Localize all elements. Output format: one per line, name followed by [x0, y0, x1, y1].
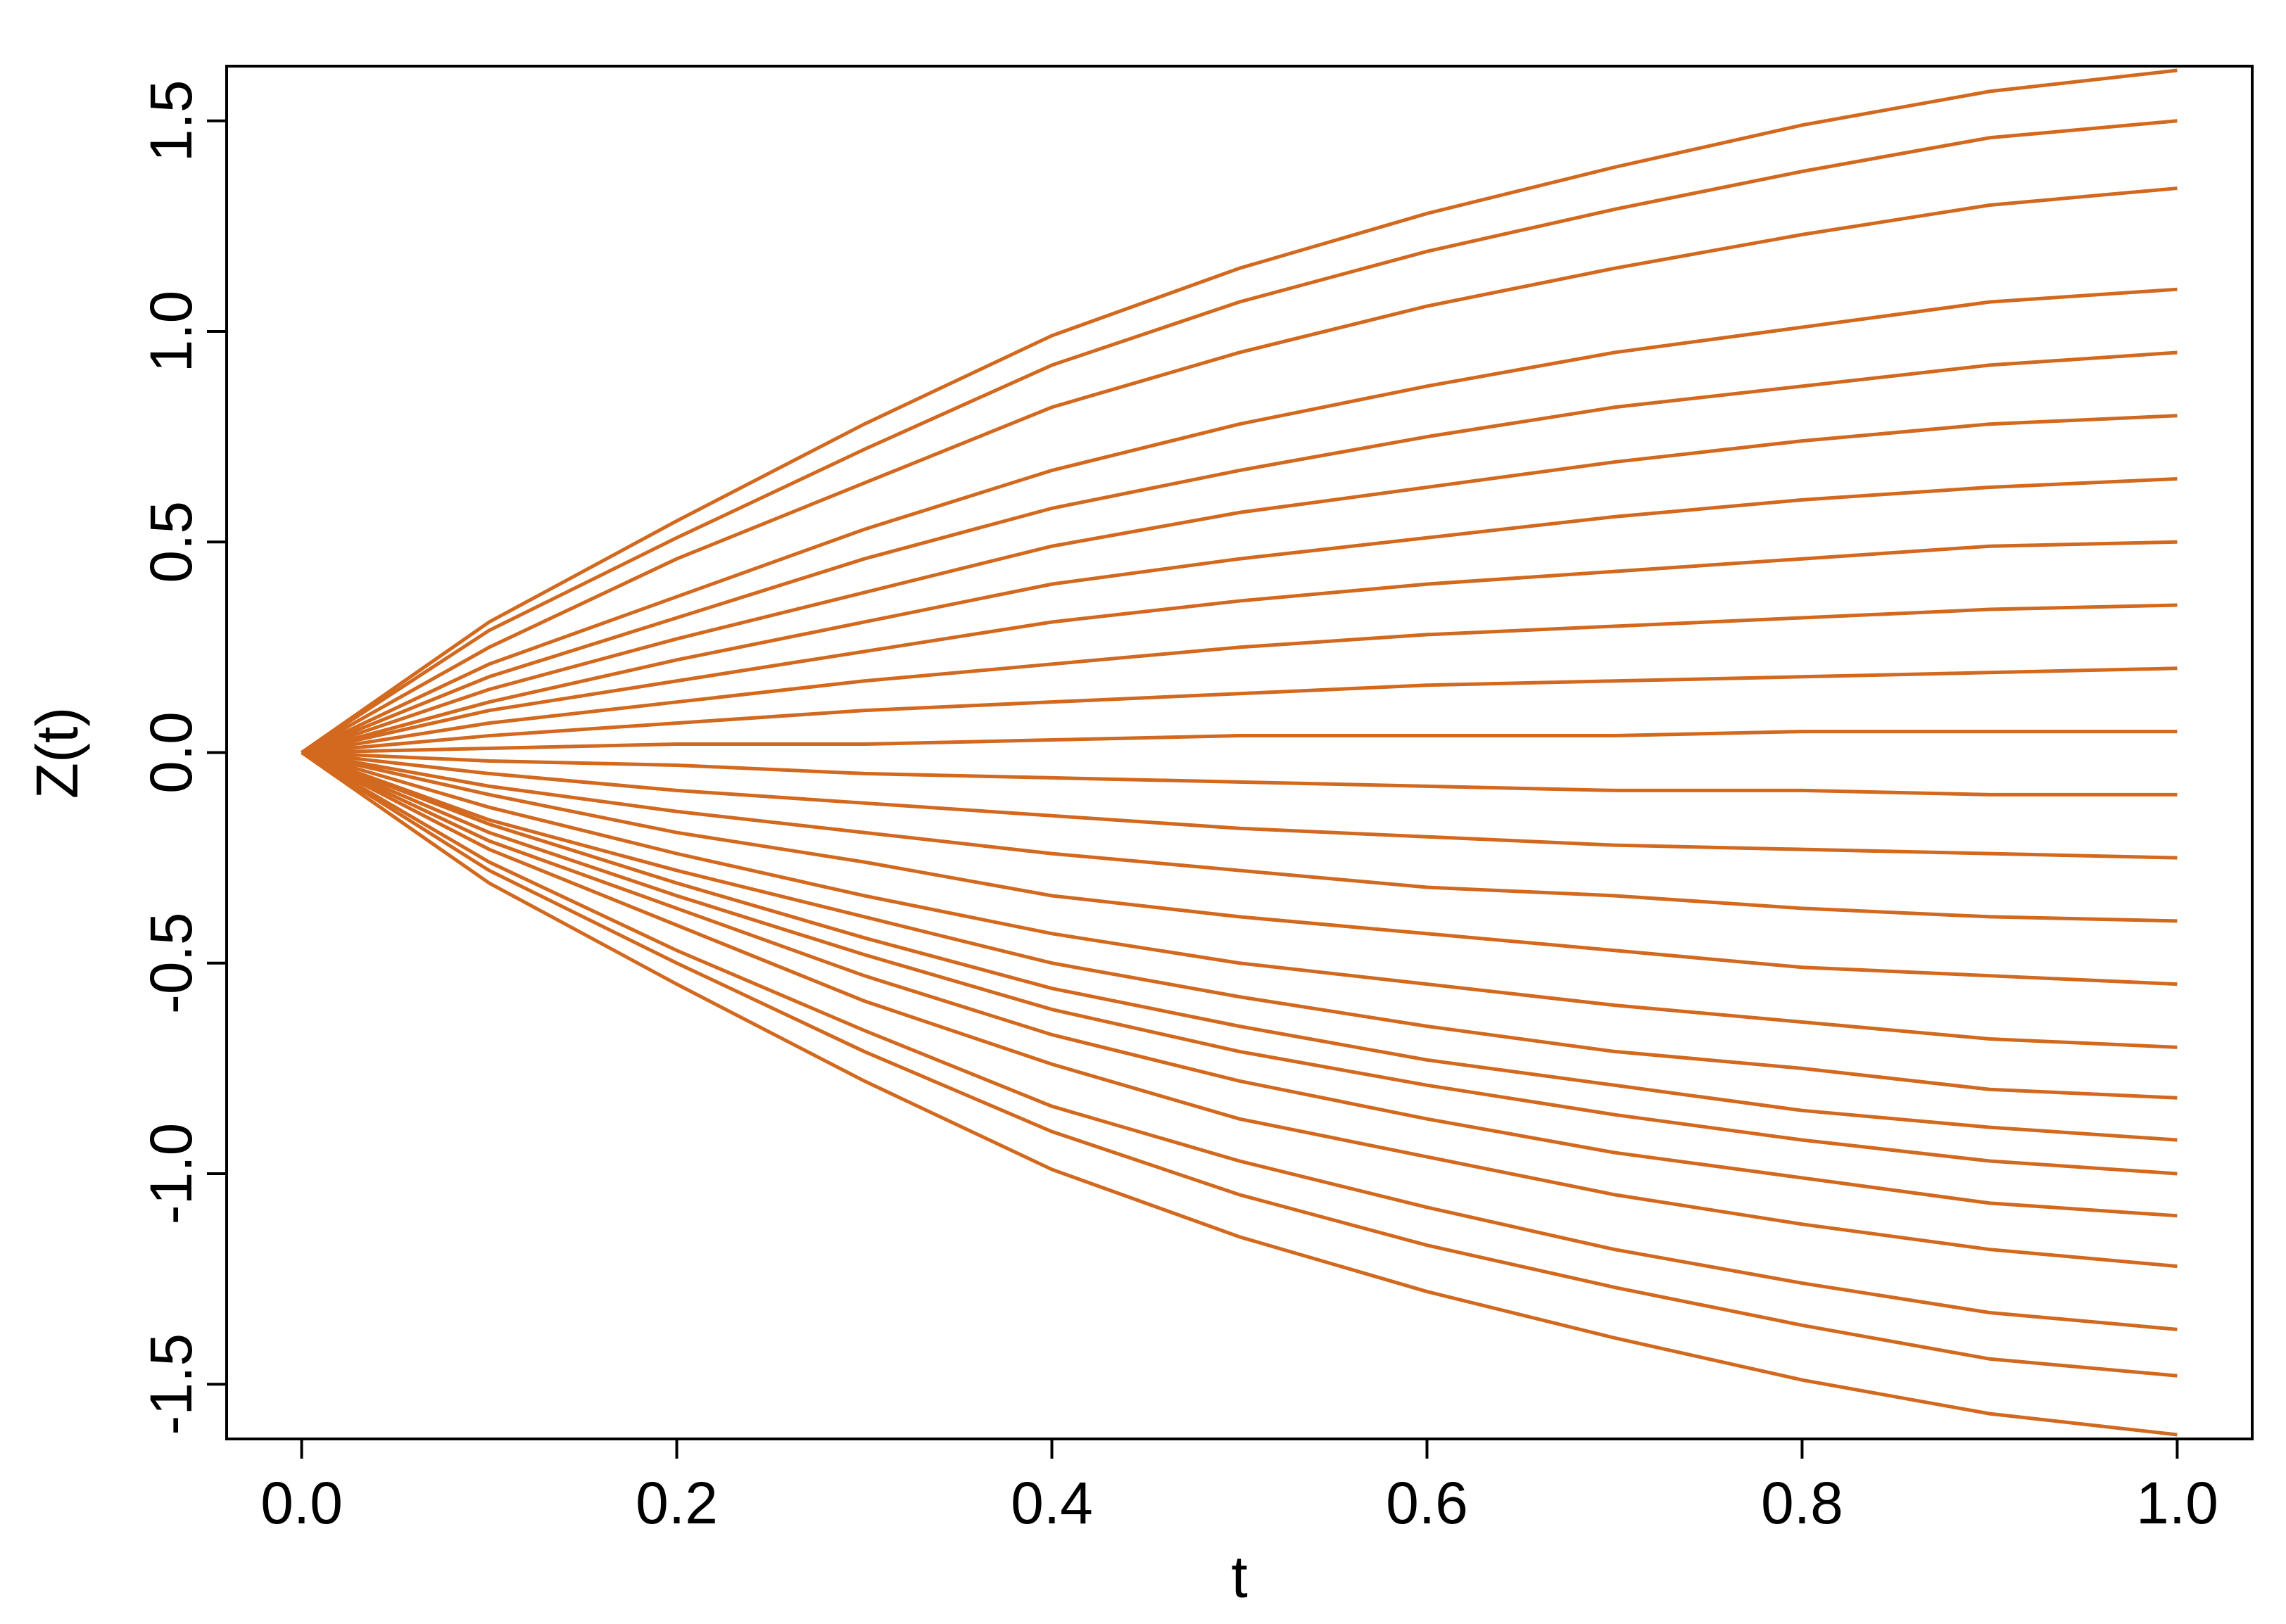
path-line	[301, 751, 2178, 1049]
path-line	[301, 287, 2178, 754]
path-line	[301, 751, 2178, 1176]
path-line	[301, 751, 2178, 923]
path-line	[301, 751, 2178, 797]
path-line	[301, 68, 2178, 754]
x-tick-label: 0.6	[1386, 1470, 1468, 1536]
plot-frame	[225, 65, 2254, 1440]
y-tick-label: -1.0	[138, 1123, 204, 1225]
path-line	[301, 186, 2178, 754]
y-tick-label: 1.0	[138, 291, 204, 373]
path-line	[301, 666, 2178, 754]
path-line	[301, 751, 2178, 1378]
x-axis-label: t	[1231, 1544, 1247, 1610]
x-tick-label: 0.0	[260, 1470, 343, 1536]
path-line	[301, 119, 2178, 754]
path-line	[301, 540, 2178, 754]
path-line	[301, 751, 2178, 1218]
x-tick-label: 0.8	[1761, 1470, 1843, 1536]
path-line	[301, 751, 2178, 1269]
x-tick-label: 0.4	[1011, 1470, 1093, 1536]
path-line	[301, 730, 2178, 754]
path-line	[301, 350, 2178, 754]
y-tick-label: -1.5	[138, 1333, 204, 1435]
y-tick-label: 0.5	[138, 501, 204, 583]
y-tick-label: 0.0	[138, 711, 204, 794]
path-line	[301, 414, 2178, 754]
path-line	[301, 603, 2178, 754]
path-line	[301, 751, 2178, 1437]
y-tick-label: 1.5	[138, 80, 204, 162]
y-axis-label: Z(t)	[24, 707, 90, 799]
x-tick-label: 0.2	[636, 1470, 718, 1536]
y-tick-label: -0.5	[138, 912, 204, 1014]
path-line	[301, 751, 2178, 1331]
path-line	[301, 751, 2178, 1100]
path-line	[301, 751, 2178, 1142]
path-line	[301, 751, 2178, 860]
path-line	[301, 476, 2178, 754]
plot-area	[301, 68, 2178, 1437]
path-line	[301, 751, 2178, 987]
x-tick-label: 1.0	[2136, 1470, 2218, 1536]
